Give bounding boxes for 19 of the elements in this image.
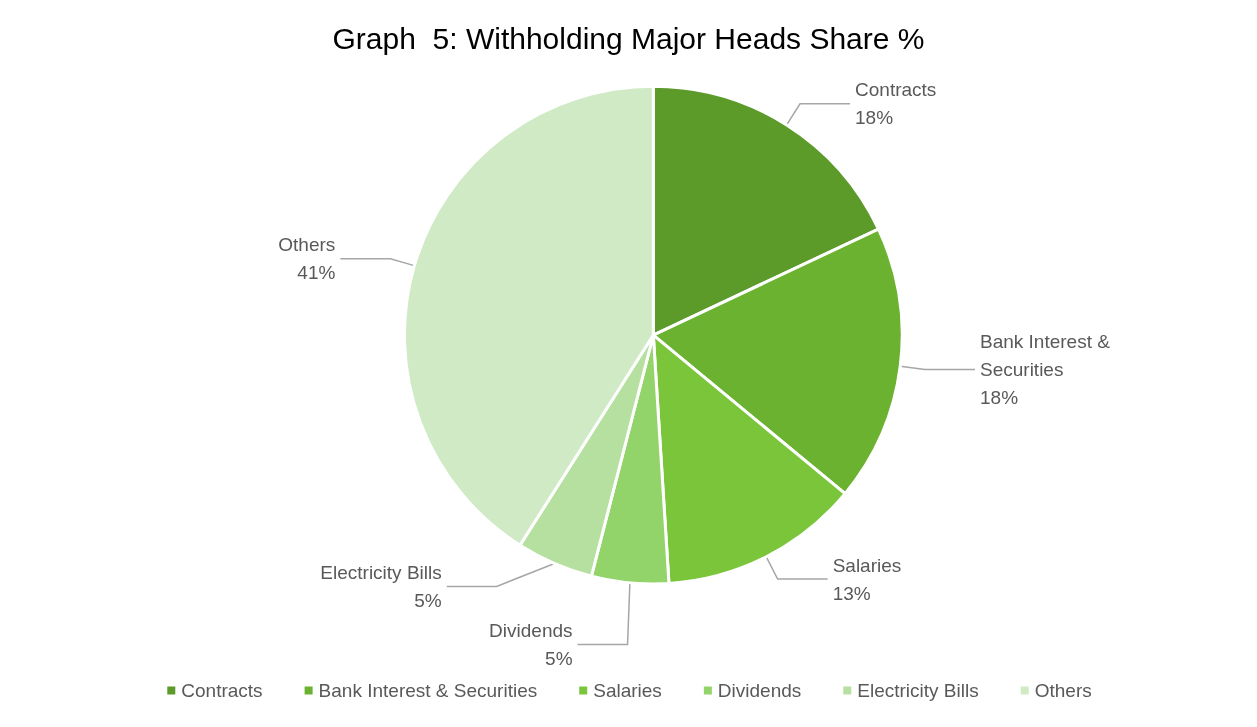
- data-label: 5%: [414, 589, 442, 611]
- slice-label: Others: [278, 234, 336, 256]
- slice-label: Dividends: [489, 619, 573, 641]
- data-label: 5%: [545, 647, 573, 669]
- legend-label: Salaries: [593, 680, 662, 701]
- legend-label: Electricity Bills: [857, 680, 979, 701]
- data-label: 41%: [297, 262, 336, 284]
- slice-label: Contracts: [855, 79, 937, 101]
- legend-label: Others: [1034, 680, 1092, 701]
- slice-label: Salaries: [832, 554, 902, 576]
- legend-label: Contracts: [181, 680, 263, 701]
- legend-label: Bank Interest & Securities: [318, 680, 538, 701]
- data-label: 18%: [980, 386, 1019, 408]
- slice-label: Electricity Bills: [320, 561, 442, 583]
- chart-title: Graph 5: Withholding Major Heads Share %: [332, 21, 925, 55]
- data-label: 18%: [855, 107, 894, 129]
- slice-label: Bank Interest & Securities: [980, 330, 1116, 380]
- legend-label: Dividends: [717, 680, 802, 701]
- data-label: 13%: [832, 582, 871, 604]
